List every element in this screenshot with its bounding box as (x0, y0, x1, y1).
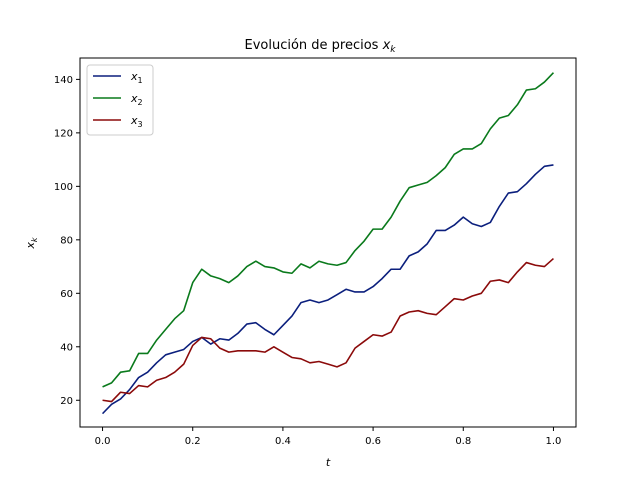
series-lines (101, 72, 555, 415)
chart-title: Evolución de precios xk (244, 38, 396, 55)
series-line-x2 (102, 72, 555, 388)
y-axis-label-var: x (24, 242, 37, 250)
series-line-x3 (102, 257, 554, 403)
axes-frame (79, 57, 577, 428)
y-tick-label: 60 (60, 289, 73, 300)
y-tick-label: 40 (60, 342, 73, 353)
y-axis-ticks: 20 40 60 80 100 120 140 (54, 75, 80, 407)
x-tick-label: 0.0 (95, 436, 111, 447)
y-tick-label: 120 (54, 128, 73, 139)
y-tick-label: 100 (54, 182, 73, 193)
x-tick-label: 0.8 (455, 436, 471, 447)
chart-title-var: x (382, 38, 391, 53)
x-tick-label: 0.2 (185, 436, 201, 447)
y-tick-label: 140 (54, 75, 73, 86)
series-line-x1 (101, 164, 554, 415)
x-tick-label: 0.4 (275, 436, 291, 447)
chart-title-sub: k (390, 45, 396, 55)
x-axis-label: t (326, 456, 331, 469)
legend: x1 x2 x3 (86, 64, 154, 136)
y-axis-label-sub: k (30, 237, 39, 242)
legend-label-x3: x3 (130, 114, 143, 129)
legend-box (86, 64, 154, 136)
x-tick-label: 1.0 (546, 436, 562, 447)
y-tick-label: 20 (60, 396, 73, 407)
x-axis-ticks: 0.0 0.2 0.4 0.6 0.8 1.0 (95, 427, 562, 447)
legend-label-x2: x2 (130, 92, 143, 107)
legend-label-x1: x1 (130, 70, 143, 85)
y-axis-label: xk (24, 237, 39, 250)
x-tick-label: 0.6 (365, 436, 381, 447)
y-tick-label: 80 (60, 235, 73, 246)
